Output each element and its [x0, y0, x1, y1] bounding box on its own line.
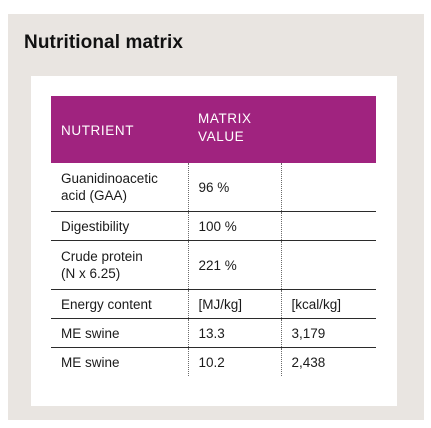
nutritional-matrix-table: NUTRIENT MATRIX VALUE Guanidinoacetic ac…	[51, 96, 376, 376]
table-row: ME swine 10.2 2,438	[51, 347, 376, 376]
matrix-value-cell: 221 %	[187, 240, 281, 290]
page-title: Nutritional matrix	[24, 32, 184, 53]
column-header-nutrient-label: NUTRIENT	[61, 122, 135, 138]
column-header-nutrient: NUTRIENT	[51, 96, 188, 163]
unit-value-cell: 2,438	[280, 347, 376, 376]
matrix-value-cell: 10.2	[187, 347, 281, 376]
nutrient-cell: ME swine	[51, 318, 188, 348]
table-row: Digestibility 100 %	[51, 211, 376, 241]
column-header-matrix-value: MATRIX VALUE	[188, 96, 281, 163]
matrix-value-cell: [MJ/kg]	[187, 289, 281, 319]
column-header-matrix-line1: MATRIX	[198, 111, 252, 126]
matrix-value-cell: 13.3	[187, 318, 281, 348]
matrix-value-cell: 100 %	[187, 211, 281, 241]
column-header-matrix-line2: VALUE	[198, 129, 245, 144]
table-row: Crude protein (N x 6.25) 221 %	[51, 240, 376, 290]
nutrient-cell: Guanidinoacetic acid (GAA)	[51, 163, 188, 212]
column-header-unit	[281, 96, 376, 163]
unit-value-cell	[280, 163, 376, 212]
unit-value-cell	[280, 240, 376, 290]
nutrient-name-line1: Guanidinoacetic	[61, 171, 158, 186]
table-header-row: NUTRIENT MATRIX VALUE	[51, 96, 376, 163]
unit-value-cell	[280, 211, 376, 241]
nutrient-name-line2: (N x 6.25)	[61, 266, 121, 281]
nutrient-cell: Energy content	[51, 289, 188, 319]
nutrient-cell: Digestibility	[51, 211, 188, 241]
table-row: Guanidinoacetic acid (GAA) 96 %	[51, 163, 376, 212]
nutrient-cell: ME swine	[61, 354, 120, 370]
nutrient-name-line1: Crude protein	[61, 249, 143, 264]
unit-value-cell: [kcal/kg]	[280, 289, 376, 319]
table-row: Energy content [MJ/kg] [kcal/kg]	[51, 289, 376, 319]
table-row: ME swine 13.3 3,179	[51, 318, 376, 348]
nutrient-cell: Crude protein (N x 6.25)	[51, 240, 188, 290]
unit-value-cell: 3,179	[280, 318, 376, 348]
matrix-value-cell: 96 %	[187, 163, 281, 212]
nutrient-name-line2: acid (GAA)	[61, 188, 128, 203]
table-card: NUTRIENT MATRIX VALUE Guanidinoacetic ac…	[31, 76, 397, 406]
